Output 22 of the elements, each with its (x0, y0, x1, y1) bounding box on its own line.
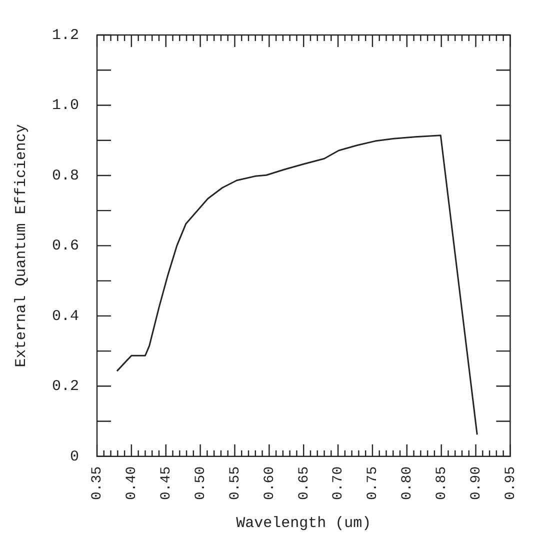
y-tick-label: 0 (70, 448, 80, 466)
x-tick-label: 0.40 (124, 466, 140, 500)
x-tick-label: 0.35 (90, 466, 106, 500)
y-axis-title: External Quantum Efficiency (12, 124, 30, 368)
x-tick-label: 0.45 (158, 466, 175, 500)
x-tick-label: 0.60 (262, 466, 278, 500)
y-tick-label: 1.0 (52, 97, 80, 114)
x-tick-label: 0.55 (227, 466, 244, 500)
x-axis-title: Wavelength (um) (236, 514, 372, 532)
x-tick-label: 0.80 (400, 466, 416, 500)
x-tick-label: 0.85 (434, 466, 450, 500)
x-tick-label: 0.50 (193, 466, 210, 500)
y-tick-label: 0.4 (52, 308, 80, 325)
x-tick-label: 0.65 (296, 466, 312, 500)
x-tick-label: 0.90 (468, 466, 484, 500)
y-tick-label: 0.2 (52, 378, 80, 396)
y-tick-label: 0.8 (52, 167, 80, 184)
x-tick-label: 0.95 (502, 466, 519, 500)
y-tick-label: 0.6 (52, 238, 80, 255)
y-tick-label: 1.2 (52, 26, 80, 44)
x-tick-label: 0.70 (330, 466, 347, 500)
x-tick-label: 0.75 (365, 466, 382, 500)
